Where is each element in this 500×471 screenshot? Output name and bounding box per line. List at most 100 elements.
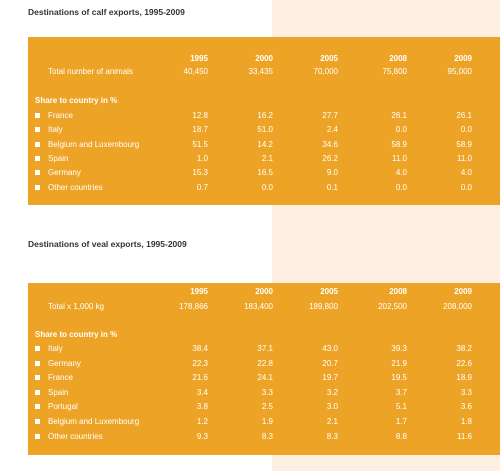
row-label: Germany [48,168,81,178]
cell: 43.0 [322,344,338,353]
cell: 37.1 [257,344,273,353]
column-header: 2009 [454,54,472,63]
total-value: 189,800 [309,302,338,311]
cell: 22.6 [456,358,472,368]
cell: 0.0 [261,182,273,192]
cell: 2.5 [261,402,273,412]
row-label: Portugal [48,402,78,412]
bullet [35,404,40,410]
table-title: Destinations of calf exports, 1995-2009 [28,7,185,17]
cell: 38.4 [192,344,208,353]
cell: 11.6 [457,431,472,441]
bullet [35,170,40,176]
cell: 0.0 [460,182,472,192]
cell: 58.9 [391,139,407,149]
row-label: Spain [48,387,69,397]
bullet [35,346,40,351]
column-header: 1995 [190,287,208,296]
cell: 1.7 [395,417,407,426]
cell: 2.4 [326,125,338,135]
share-label: Share to country in % [35,330,118,339]
cell: 0.7 [196,182,208,192]
bullet [35,433,40,439]
cell: 22.8 [257,358,273,368]
table-box [28,37,500,205]
cell: 14.2 [257,139,273,149]
row-label: Other countries [48,182,103,192]
cell: 3.6 [460,402,472,412]
row-label: Belgium and Luxembourg [48,139,140,149]
cell: 0.0 [395,182,407,192]
cell: 0.1 [326,182,338,192]
cell: 15.3 [192,168,208,178]
cell: 26.1 [456,111,472,120]
cell: 26.1 [391,111,407,120]
cell: 4.0 [395,168,407,178]
total-value: 33,435 [248,67,273,76]
cell: 8.8 [395,431,407,441]
cell: 9.3 [196,431,208,441]
total-value: 208,000 [443,302,472,311]
cell: 0.0 [395,125,407,135]
cell: 11.0 [392,153,407,163]
bullet [35,375,40,381]
cell: 16.5 [257,168,273,178]
total-value: 40,450 [183,67,208,76]
cell: 2.1 [261,153,273,163]
cell: 5.1 [395,402,407,412]
row-label: France [48,373,73,383]
cell: 38.2 [456,344,472,353]
cell: 9.0 [326,168,338,178]
total-label: Total number of animals [48,67,133,76]
cell: 18.9 [456,373,472,383]
cell: 3.8 [196,402,208,412]
cell: 22.3 [192,358,208,368]
cell: 3.3 [460,387,472,397]
cell: 39.3 [391,344,407,353]
cell: 19.7 [322,373,338,383]
row-label: Spain [48,153,69,163]
cell: 1.8 [460,417,472,426]
cell: 4.0 [460,168,472,178]
cell: 1.9 [261,417,273,426]
total-value: 178,866 [179,302,208,311]
cell: 51.5 [192,139,208,149]
cell: 16.2 [257,111,273,120]
row-label: Italy [48,125,63,135]
cell: 58.9 [456,139,472,149]
row-label: France [48,111,73,120]
column-header: 2005 [320,54,338,63]
cell: 21.9 [391,358,407,368]
cell: 11.0 [457,153,472,163]
cell: 51.0 [257,125,273,135]
table-title: Destinations of veal exports, 1995-2009 [28,239,187,249]
cell: 0.0 [460,125,472,135]
bullet [35,155,40,161]
bullet [35,360,40,366]
cell: 19.5 [391,373,407,383]
cell: 18.7 [192,125,208,135]
cell: 8.3 [326,431,338,441]
column-header: 2000 [255,54,273,63]
cell: 24.1 [257,373,273,383]
bullet [35,141,40,147]
column-header: 2008 [389,54,407,63]
cell: 3.7 [395,387,407,397]
column-header: 1995 [190,54,208,63]
column-header: 2009 [454,287,472,296]
row-label: Germany [48,358,81,368]
cell: 3.2 [326,387,338,397]
total-value: 70,000 [313,67,338,76]
cell: 3.4 [196,387,208,397]
column-header: 2008 [389,287,407,296]
bullet [35,389,40,395]
row-label: Other countries [48,431,103,441]
total-value: 95,000 [447,67,472,76]
share-label: Share to country in % [35,96,118,105]
column-header: 2000 [255,287,273,296]
cell: 1.0 [196,153,208,163]
cell: 8.3 [261,431,273,441]
bullet [35,113,40,118]
cell: 34.6 [322,139,338,149]
cell: 2.1 [326,417,338,426]
